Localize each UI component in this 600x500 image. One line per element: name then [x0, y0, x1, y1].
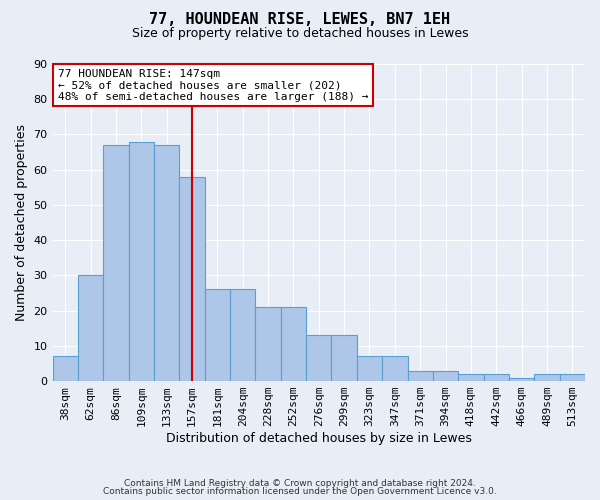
Bar [484, 374, 509, 381]
Bar [382, 356, 407, 381]
Bar [78, 276, 103, 381]
Bar [458, 374, 484, 381]
Bar [357, 356, 382, 381]
Text: Contains HM Land Registry data © Crown copyright and database right 2024.: Contains HM Land Registry data © Crown c… [124, 478, 476, 488]
Text: Contains public sector information licensed under the Open Government Licence v3: Contains public sector information licen… [103, 487, 497, 496]
Bar [256, 307, 281, 381]
Bar [205, 290, 230, 381]
Bar [230, 290, 256, 381]
X-axis label: Distribution of detached houses by size in Lewes: Distribution of detached houses by size … [166, 432, 472, 445]
Bar [103, 145, 128, 381]
Bar [433, 370, 458, 381]
Bar [128, 142, 154, 381]
Y-axis label: Number of detached properties: Number of detached properties [15, 124, 28, 321]
Bar [281, 307, 306, 381]
Bar [306, 336, 331, 381]
Bar [509, 378, 534, 381]
Text: Size of property relative to detached houses in Lewes: Size of property relative to detached ho… [131, 28, 469, 40]
Bar [53, 356, 78, 381]
Text: 77, HOUNDEAN RISE, LEWES, BN7 1EH: 77, HOUNDEAN RISE, LEWES, BN7 1EH [149, 12, 451, 28]
Bar [534, 374, 560, 381]
Bar [154, 145, 179, 381]
Bar [407, 370, 433, 381]
Bar [179, 176, 205, 381]
Bar [560, 374, 585, 381]
Text: 77 HOUNDEAN RISE: 147sqm
← 52% of detached houses are smaller (202)
48% of semi-: 77 HOUNDEAN RISE: 147sqm ← 52% of detach… [58, 69, 368, 102]
Bar [331, 336, 357, 381]
